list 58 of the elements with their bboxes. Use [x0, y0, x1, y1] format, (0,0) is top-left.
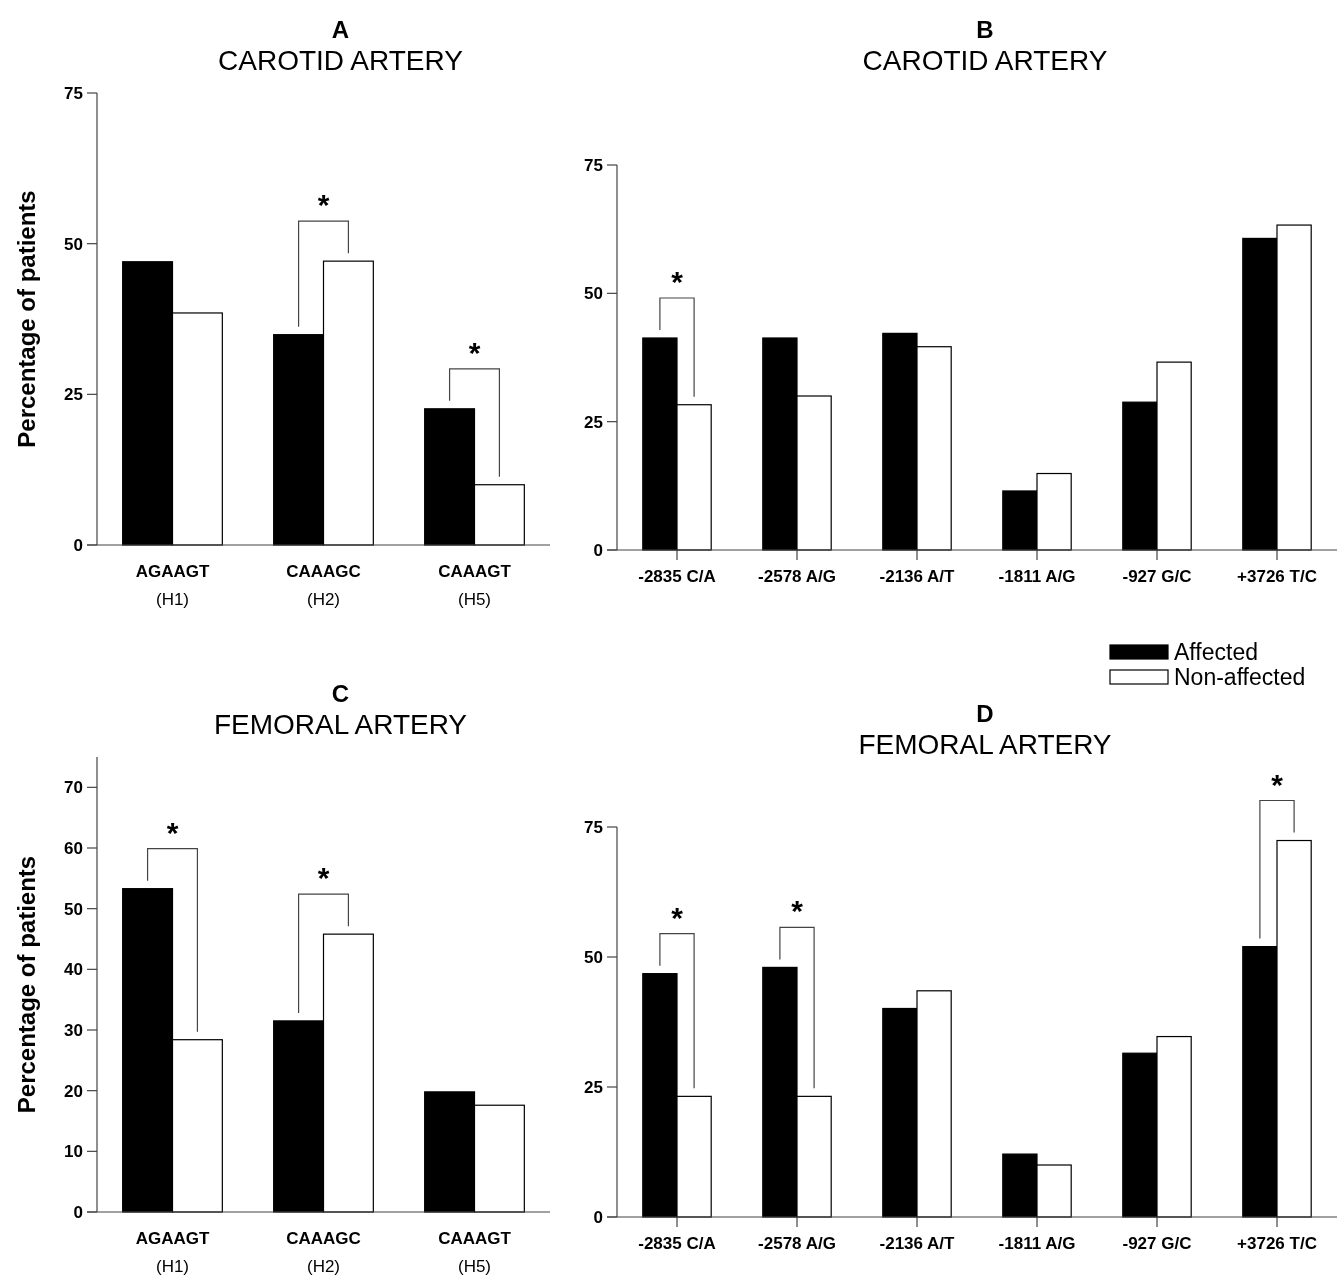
x-tick-label: -1811 A/G: [998, 567, 1076, 586]
x-tick-label: -2835 C/A: [638, 567, 716, 586]
y-tick-label: 25: [584, 1077, 603, 1097]
x-tick-label: -2835 C/A: [638, 1234, 716, 1253]
y-tick-label: 50: [584, 947, 603, 967]
annotation: *: [317, 188, 330, 222]
y-tick-label: 0: [593, 540, 603, 560]
chart-title: D: [976, 700, 994, 727]
y-tick-label: 75: [584, 817, 603, 837]
y-tick-label: 20: [64, 1081, 83, 1101]
x-tick-label: AGAAGT (H1): [135, 562, 210, 609]
annotation: *: [468, 335, 481, 369]
y-tick-label: 0: [593, 1207, 603, 1227]
x-tick-label: +3726 T/C: [1237, 567, 1317, 586]
annotation: *: [791, 894, 804, 928]
x-tick-label: +3726 T/C: [1237, 1234, 1317, 1253]
y-tick-label: 0: [73, 1202, 83, 1222]
y-tick-label: 25: [64, 385, 83, 405]
y-tick-label: 30: [64, 1020, 83, 1040]
annotation: *: [671, 900, 684, 934]
y-tick-label: 0: [73, 535, 83, 555]
annotation: *: [671, 264, 684, 298]
chart-subtitle: CAROTID ARTERY: [218, 45, 464, 76]
chart-title: A: [331, 16, 350, 43]
legend-label: Non-affected: [1174, 664, 1306, 691]
y-tick-label: 50: [64, 899, 83, 919]
y-tick-label: 50: [584, 284, 603, 304]
x-tick-label: -2578 A/G: [758, 567, 836, 586]
x-tick-label: CAAAGT (H5): [438, 562, 512, 609]
x-tick-label: -2136 A/T: [879, 1234, 956, 1253]
y-tick-label: 70: [64, 778, 83, 798]
x-tick-label: -1811 A/G: [998, 1234, 1076, 1253]
y-axis-title: Percentage of patients: [13, 190, 40, 448]
y-tick-label: 50: [64, 234, 83, 254]
x-tick-label: -2136 A/T: [879, 567, 956, 586]
x-tick-label: AGAAGT (H1): [135, 1229, 210, 1275]
y-tick-label: 60: [64, 838, 83, 858]
y-tick-label: 75: [64, 83, 83, 103]
chart-title: B: [976, 16, 994, 43]
y-tick-label: 10: [64, 1142, 83, 1162]
x-tick-label: CAAAGT (H5): [438, 1229, 512, 1275]
x-tick-label: -927 G/C: [1122, 1234, 1192, 1253]
x-tick-label: CAAAGC (H2): [286, 562, 361, 609]
y-tick-label: 75: [584, 155, 603, 175]
chart-title: C: [331, 680, 350, 707]
chart-subtitle: FEMORAL ARTERY: [858, 729, 1112, 760]
annotation: *: [1271, 767, 1284, 801]
y-tick-label: 25: [584, 412, 603, 432]
annotation: *: [166, 815, 179, 849]
x-tick-label: -927 G/C: [1122, 567, 1192, 586]
x-tick-label: -2578 A/G: [758, 1234, 836, 1253]
chart-subtitle: FEMORAL ARTERY: [213, 709, 468, 740]
x-tick-label: CAAAGC (H2): [286, 1229, 361, 1275]
legend-label: Affected: [1174, 639, 1258, 666]
annotation: *: [317, 861, 330, 895]
y-tick-label: 40: [64, 960, 83, 980]
chart-subtitle: CAROTID ARTERY: [862, 45, 1108, 76]
y-axis-title: Percentage of patients: [13, 855, 40, 1114]
